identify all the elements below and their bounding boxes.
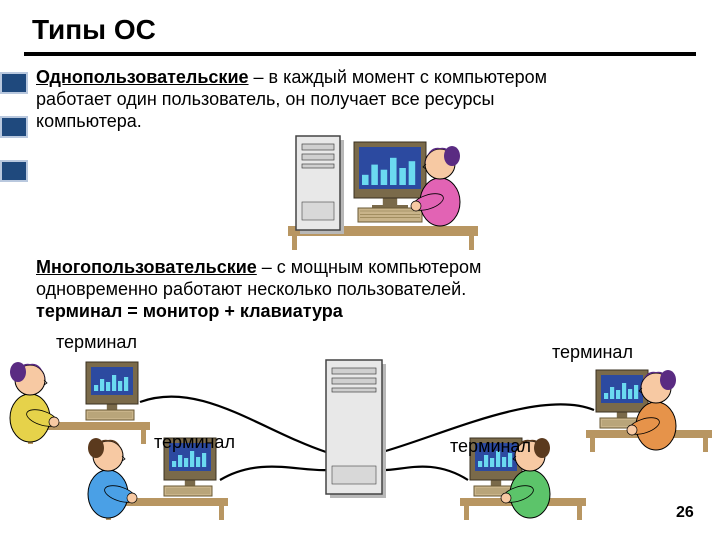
side-tab xyxy=(0,160,28,182)
section2-text: Многопользовательские – с мощным компьют… xyxy=(36,256,686,322)
side-tab xyxy=(0,116,28,138)
side-tab xyxy=(0,72,28,94)
title-underline xyxy=(24,52,696,56)
terminal-label: терминал xyxy=(154,432,235,453)
page-number: 26 xyxy=(676,504,694,522)
terminal-label: терминал xyxy=(56,332,137,353)
terminal-label: терминал xyxy=(552,342,633,363)
section1-text: Однопользовательские – в каждый момент с… xyxy=(36,66,686,132)
slide-title: Типы ОС xyxy=(32,14,156,46)
terminal-label: терминал xyxy=(450,436,531,457)
slide: Типы ОС Однопользовательские – в каждый … xyxy=(0,0,720,540)
